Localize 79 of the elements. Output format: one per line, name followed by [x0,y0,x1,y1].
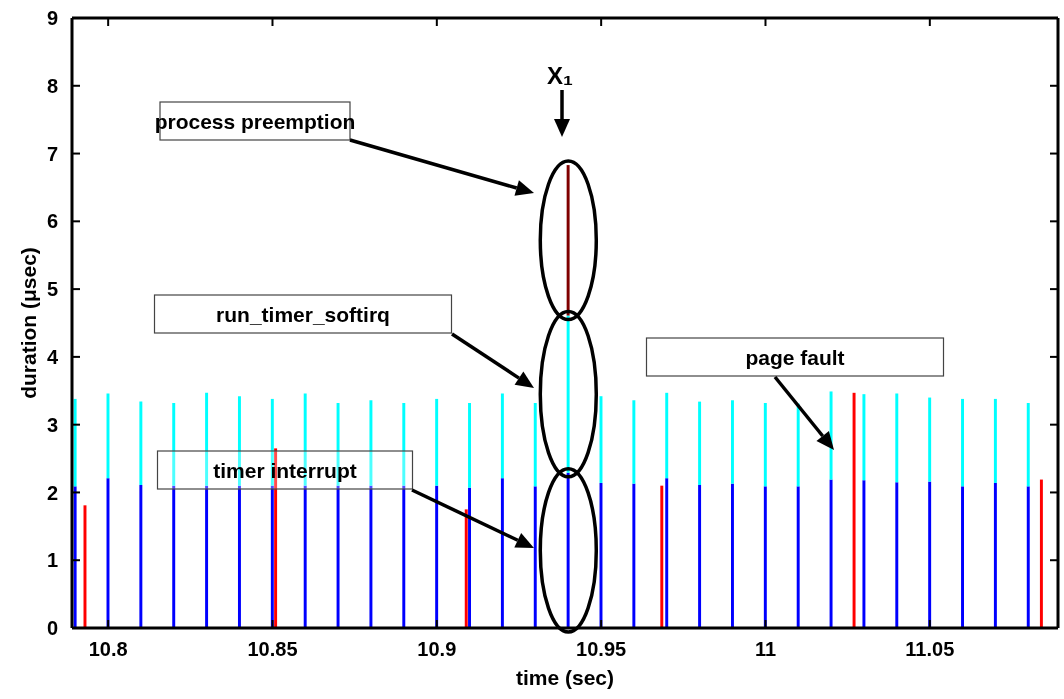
bar [1026,402,1030,487]
bar [961,486,964,628]
bar [435,485,439,628]
bar [172,485,176,628]
bar [336,485,340,628]
bar [566,165,570,316]
bar [402,402,406,486]
bar [73,398,77,487]
bar [698,401,702,485]
bar [763,486,767,628]
bar [852,392,856,628]
bar [205,392,209,486]
bar [698,484,702,628]
bar [205,485,209,628]
bar [928,481,932,628]
bar [862,480,866,628]
bar [464,509,468,628]
annotation: process preemption [154,109,356,133]
bar [1026,486,1030,628]
bar [566,315,570,473]
bar [632,400,636,484]
bar [369,485,373,628]
bar [435,398,439,486]
bar [993,482,997,628]
x-axis-title: time (sec) [515,666,615,689]
annotation: page fault [745,345,845,369]
bar [796,486,800,628]
y-tick-label: 4 [46,345,59,368]
bar [632,483,636,628]
bar [829,391,833,480]
bar [237,485,241,628]
x-tick-label: 10.9 [417,638,457,661]
bar [533,402,537,487]
bar [829,479,833,628]
y-tick-label: 3 [46,413,58,436]
y-tick-label: 0 [46,617,58,640]
bar [500,478,504,628]
bar [369,400,373,486]
bar [303,485,307,628]
bar [961,398,964,487]
y-tick-label: 6 [46,210,58,233]
bar [468,487,471,628]
bar [566,472,570,628]
bar [468,402,471,488]
bar [500,393,504,479]
bar [895,393,899,483]
bar [73,486,77,628]
bar [928,397,932,482]
bar [139,484,143,628]
x-tick-label: 10.95 [576,638,627,661]
y-tick-label: 1 [46,549,58,572]
y-tick-label: 7 [46,142,58,165]
bar [993,398,997,483]
y-tick-label: 2 [46,481,58,504]
x-tick-label: 10.85 [247,638,298,661]
y-tick-label: 5 [46,278,58,301]
bar [402,485,406,628]
x-tick-label: 11.05 [905,638,955,661]
bar [730,483,734,628]
bar [665,478,669,628]
y-axis-title: duration (μsec) [16,247,40,399]
bar [730,400,734,484]
bar [665,392,669,479]
bar [796,403,800,487]
x-tick-label: 11 [754,638,777,661]
y-tick-label: 9 [46,7,58,30]
x-tick-label: 10.8 [88,638,128,661]
annotation: run_timer_softirq [216,302,390,326]
y-tick-label: 8 [46,74,58,97]
annotation: X₁ [547,61,574,89]
bar [862,394,866,481]
bar [533,486,537,628]
bar [270,485,274,628]
bar [763,402,767,487]
bar [172,402,176,486]
bar [1039,479,1043,628]
bar [895,482,899,628]
bar [139,401,143,485]
bar [660,485,664,628]
